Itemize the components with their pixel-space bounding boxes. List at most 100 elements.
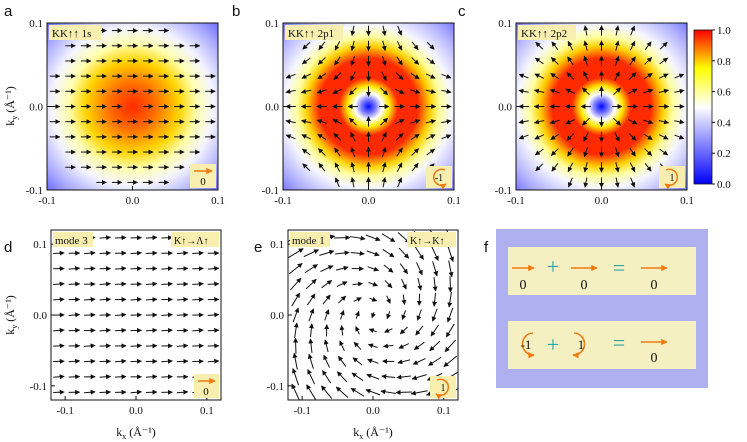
vector-arrow-b [396,41,403,51]
f-row2-counterclockwise-arrow-a [521,332,535,359]
vector-arrow-e [443,355,458,367]
vector-arrow-d [99,281,112,287]
vector-arrow-e [339,324,345,336]
vector-arrow-e [365,388,381,396]
vector-arrow-c [659,57,669,65]
vector-arrow-c [644,57,653,65]
vector-arrow-e [292,352,298,370]
vector-arrow-c [659,148,669,156]
vector-arrow-b [396,56,403,66]
vector-arrow-b [394,88,405,94]
vector-arrow-c [550,72,560,80]
panel-letter-a: a [4,3,13,20]
vector-arrow-c [566,133,575,141]
x-tick-label-c: 0.0 [595,195,609,207]
vector-arrow-b [350,71,356,82]
vector-arrow-e [410,390,428,396]
vector-arrow-b [300,89,312,94]
vector-arrow-e [323,354,330,368]
mode-label-e: mode 1 [292,235,325,247]
y-tick-label-b: -0.1 [262,185,279,197]
winding-number-c: 1 [670,173,675,184]
x-tick-label-d: 0.0 [129,405,143,417]
vector-arrow-c [518,73,529,79]
vector-arrow-c [549,88,560,94]
vector-arrow-d [53,281,65,287]
f-row2-plus: + [547,332,559,357]
vector-arrow-e [380,389,397,395]
vector-arrow-d [207,266,220,272]
vector-arrow-e [382,343,394,349]
vector-arrow-c [614,55,620,66]
vector-arrow-b [350,177,356,188]
vector-arrow-e [369,296,378,302]
panel-c: -0.1 0.0 0.1 0.1 0.0 -0.1 KK↑↑ 2p2 1 1.0 0.8 0.… [495,18,732,207]
vector-arrow-d [99,250,112,256]
vector-arrow-b [425,119,437,124]
vector-arrow-e [432,292,438,307]
panel-letter-b: b [232,3,240,20]
vector-arrow-b [350,40,356,52]
vector-arrow-c [613,117,621,126]
vector-arrow-e [324,309,330,321]
vector-arrow-d [84,250,96,256]
vector-arrow-d [130,266,142,272]
vector-field-e [287,229,459,401]
vector-arrow-d [176,296,189,302]
vector-arrow-e [322,370,332,384]
vector-arrow-e [366,250,380,257]
label-badge-e [290,232,330,247]
y-tick-label-c: -0.1 [495,185,512,197]
vector-arrow-e [292,307,300,323]
vector-arrow-d [53,343,65,349]
vector-arrow-b [317,57,326,65]
vector-arrow-e [448,260,454,278]
f-row2-equals: = [613,330,625,355]
vector-arrow-d [99,235,112,241]
vector-arrow-b [395,72,404,80]
vector-arrow-e [305,278,317,290]
vector-arrow-e [401,310,407,320]
vector-arrow-c [614,162,620,173]
vector-arrow-b [410,133,420,141]
vector-arrow-d [99,343,112,349]
vector-arrow-d [145,296,158,302]
vector-arrow-e [368,343,378,349]
colorbar-ticks: 1.0 0.8 0.6 0.4 0.2 0.0 [712,25,731,191]
x-tick-label-b: -0.1 [274,195,291,207]
y-tick-label-e: -0.1 [267,381,284,393]
vector-arrow-b [381,161,387,173]
vector-arrow-b [301,57,311,65]
vector-arrow-c [628,133,637,141]
transition-label-e: K↑→K↑ [410,236,444,247]
vector-arrow-d [176,358,189,364]
panel-e: -0.1 0.0 0.1 0.1 0.0 -0.1 kx (Å⁻¹) mode 1 K↑→… [267,229,459,441]
vector-arrow-b [425,89,437,94]
clockwise-arrow-icon-c [664,168,679,190]
vector-arrow-c [643,133,653,141]
vector-arrow-e [415,325,424,336]
vector-arrow-e [444,339,456,353]
vector-arrow-e [351,372,364,382]
vector-arrow-b [302,163,311,172]
vector-arrow-e [431,308,438,322]
vector-arrow-b [334,56,341,66]
vector-arrow-d [192,250,204,256]
vector-arrow-b [318,41,326,51]
vector-arrow-e [322,294,331,305]
vector-arrow-e [368,328,377,334]
winding-number-d: 0 [203,386,209,398]
vector-arrow-c [534,57,544,65]
vector-arrow-d [145,389,158,395]
vector-arrow-e [412,358,426,365]
vector-arrow-d [192,343,204,349]
vector-arrow-c [533,119,545,125]
vector-arrow-b [396,147,403,157]
x-tick-label-a: 0.1 [211,195,225,207]
vector-arrow-e [291,383,300,401]
vector-arrow-b [285,119,296,125]
vector-arrow-b [334,177,340,188]
vector-arrow-e [417,277,423,291]
vector-arrow-e [336,371,348,383]
vector-arrow-d [145,281,158,287]
